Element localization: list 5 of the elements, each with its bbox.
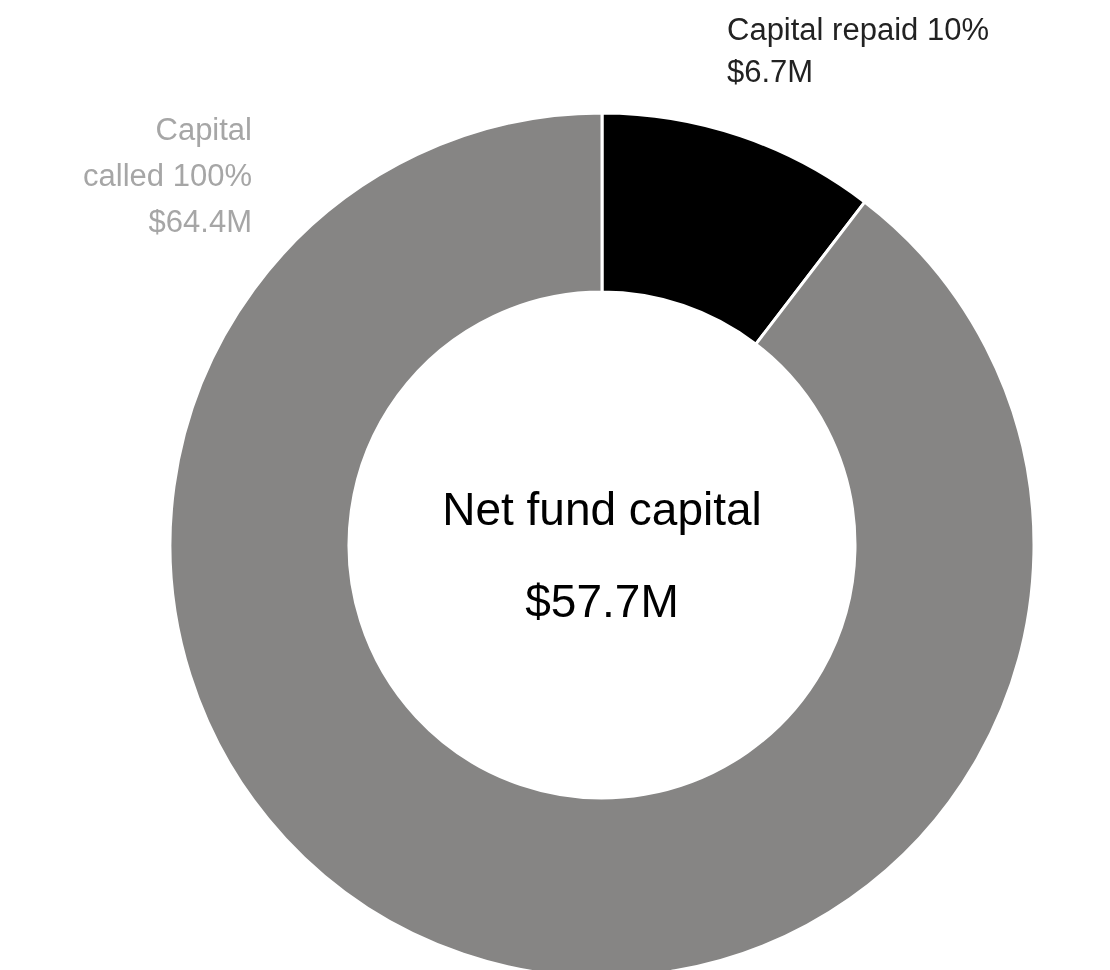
- text: Capital called 100% $64.4M: [83, 112, 252, 239]
- slice-label: Capital repaid 10%: [727, 12, 989, 47]
- data-label: $57.7M: [525, 575, 679, 627]
- slice-label: Net fund capital: [442, 483, 762, 535]
- data-label: $6.7M: [727, 54, 814, 89]
